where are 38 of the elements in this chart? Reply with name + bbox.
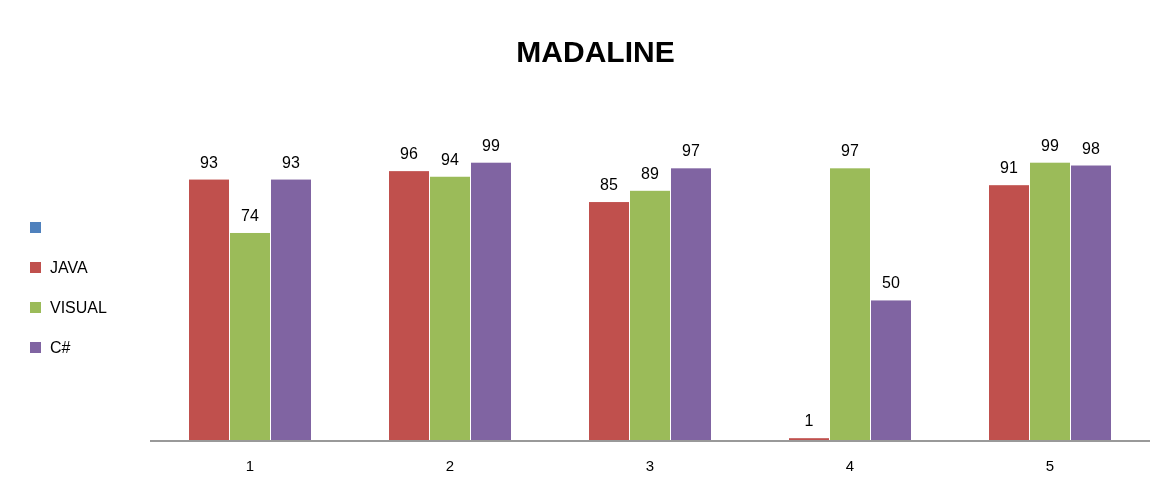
data-label: 89 [641, 164, 659, 182]
bar [671, 168, 711, 441]
bar [230, 232, 270, 441]
data-label: 94 [441, 150, 459, 168]
x-tick-label: 4 [845, 457, 855, 474]
data-label: 98 [1082, 139, 1100, 157]
data-label: 74 [241, 206, 259, 224]
bar [630, 190, 670, 441]
legend-label: VISUAL [50, 299, 108, 316]
bar [189, 179, 229, 441]
bar [389, 171, 429, 441]
bar [1071, 165, 1111, 441]
bar [589, 202, 629, 441]
data-label: 50 [882, 274, 900, 292]
data-label: 93 [200, 153, 218, 171]
data-label: 85 [600, 176, 618, 194]
bar [271, 179, 311, 441]
bar [430, 176, 470, 441]
data-label: 99 [1041, 136, 1059, 154]
data-label: 99 [482, 136, 500, 154]
legend-label: JAVA [50, 259, 88, 276]
x-tick-label: 2 [445, 457, 455, 474]
data-label: 91 [1000, 159, 1018, 177]
x-tick-label: 1 [245, 457, 255, 474]
x-tick-label: 3 [645, 457, 655, 474]
bar [830, 168, 870, 441]
data-label: 93 [282, 153, 300, 171]
data-label: 1 [804, 412, 814, 430]
bar [871, 300, 911, 441]
legend-label: C# [50, 339, 71, 356]
data-label: 96 [400, 145, 418, 163]
x-tick-label: 5 [1045, 457, 1055, 474]
bar [1030, 162, 1070, 441]
bar [989, 185, 1029, 441]
bar [471, 162, 511, 441]
chart-title: MADALINE [516, 35, 675, 68]
data-label: 97 [841, 142, 859, 160]
data-label: 97 [682, 142, 700, 160]
